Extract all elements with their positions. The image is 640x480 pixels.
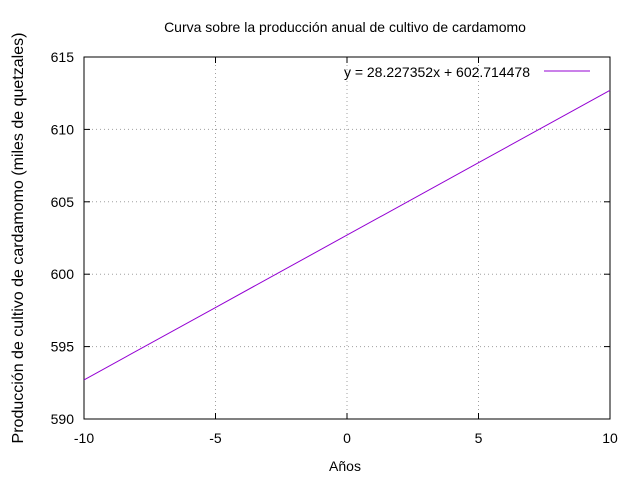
series-line (83, 89, 611, 381)
x-axis-label: Años (329, 458, 361, 474)
series-layer (83, 89, 611, 381)
x-tick-label: -10 (74, 430, 94, 446)
x-tick-label: 0 (343, 430, 351, 446)
legend-label: y = 28.227352x + 602.714478 (344, 64, 530, 80)
chart-title: Curva sobre la producción anual de culti… (164, 19, 526, 35)
y-tick-label: 605 (51, 194, 75, 210)
y-tick-label: 595 (51, 339, 75, 355)
y-axis-label: Producción de cultivo de cardamomo (mile… (10, 33, 27, 444)
ticks: -10 -5 0 5 10 590 595 600 605 610 615 (51, 49, 618, 446)
x-tick-label: -5 (209, 430, 222, 446)
x-tick-label: 10 (602, 430, 618, 446)
grid (84, 57, 610, 419)
plot-frame (83, 56, 611, 420)
x-tick-label: 5 (475, 430, 483, 446)
y-tick-label: 615 (51, 49, 75, 65)
y-tick-label: 600 (51, 266, 75, 282)
legend: y = 28.227352x + 602.714478 (344, 64, 590, 80)
y-tick-label: 610 (51, 121, 75, 137)
y-tick-label: 590 (51, 411, 75, 427)
